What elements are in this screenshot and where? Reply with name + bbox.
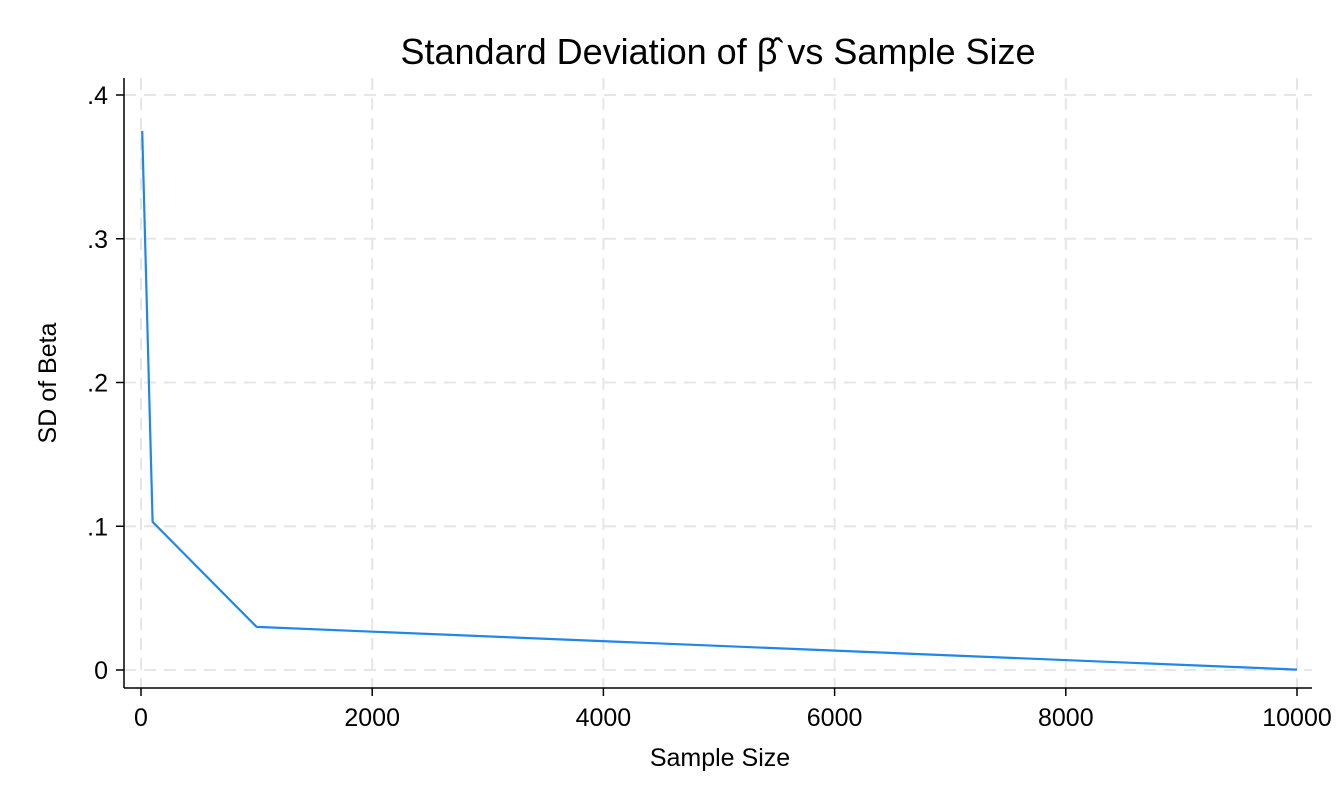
x-tick-label-4: 8000 xyxy=(1038,704,1094,732)
x-axis-title: Sample Size xyxy=(650,744,790,772)
series xyxy=(141,130,1298,671)
x-tick-label-0: 0 xyxy=(134,704,148,732)
x-tick-label-1: 2000 xyxy=(344,704,400,732)
ticks: 0 2000 4000 6000 8000 10000 0 .1 .2 .3 .4 xyxy=(87,82,1332,732)
y-tick-label-1: .1 xyxy=(87,513,108,541)
grid xyxy=(124,78,1312,688)
y-tick-label-2: .2 xyxy=(87,370,108,398)
y-tick-label-4: .4 xyxy=(87,82,108,110)
chart-title: Standard Deviation of β̂ vs Sample Size xyxy=(400,31,1035,72)
x-tick-label-2: 4000 xyxy=(576,704,632,732)
y-tick-label-0: 0 xyxy=(94,657,108,685)
x-tick-label-3: 6000 xyxy=(807,704,863,732)
x-tick-label-5: 10000 xyxy=(1262,704,1332,732)
series-line-0 xyxy=(141,130,1298,671)
y-axis-title: SD of Beta xyxy=(34,322,62,443)
y-tick-label-3: .3 xyxy=(87,226,108,254)
